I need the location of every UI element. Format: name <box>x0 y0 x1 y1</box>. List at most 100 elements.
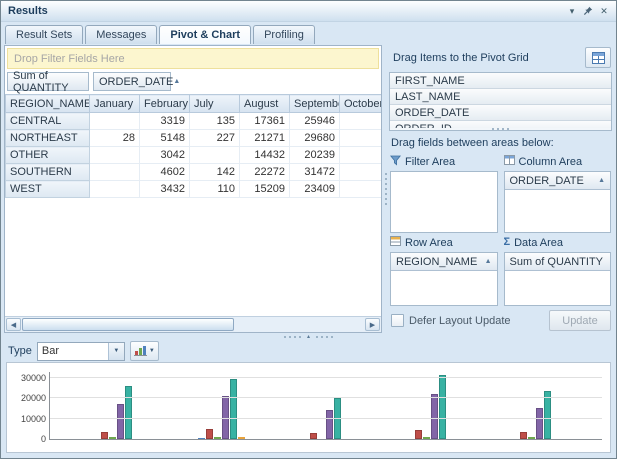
pivot-column-header: August <box>239 94 290 113</box>
pivot-cell: 227 <box>189 129 240 147</box>
column-field-button[interactable]: ORDER_DATE ▲ <box>93 72 180 91</box>
vertical-splitter[interactable] <box>382 45 389 333</box>
chart-bar <box>528 437 536 439</box>
pivot-cell <box>339 112 381 130</box>
pivot-row: OTHER 3042 14432 20239 <box>5 146 381 164</box>
sigma-icon: Σ <box>503 236 511 248</box>
chart-bar-group-northeast <box>197 372 245 439</box>
pivot-horizontal-scrollbar[interactable]: ◀ ▶ <box>5 316 381 332</box>
layout-grid-icon[interactable] <box>585 47 611 68</box>
splitter-collapse-icon[interactable]: ▴ <box>306 333 310 340</box>
defer-layout-label: Defer Layout Update <box>409 314 511 327</box>
tab-messages[interactable]: Messages <box>85 25 158 44</box>
chart-bar <box>100 432 108 439</box>
data-field-button[interactable]: Sum of QUANTITY <box>7 70 89 94</box>
chart-y-tick-label: 0 <box>40 434 46 444</box>
panel-title: Results <box>8 5 48 17</box>
pivot-cell: 3042 <box>139 146 190 164</box>
row-area-label: Row Area <box>390 233 498 252</box>
tabstrip: Result Sets Messages Pivot & Chart Profi… <box>1 22 616 44</box>
chart-bar <box>326 409 334 439</box>
row-area-icon <box>390 236 401 249</box>
chart-type-value: Bar <box>41 345 59 357</box>
field-item-last-name[interactable]: LAST_NAME <box>390 89 611 105</box>
pivot-cell <box>339 163 381 181</box>
pivot-cell: 14432 <box>239 146 290 164</box>
pivot-cell: 17361 <box>239 112 290 130</box>
pivot-cell <box>339 129 381 147</box>
field-item-first-name[interactable]: FIRST_NAME <box>390 73 611 89</box>
pivot-cell: 135 <box>189 112 240 130</box>
tab-profiling[interactable]: Profiling <box>253 25 315 44</box>
list-resize-handle[interactable] <box>390 128 611 130</box>
chart-bar-group-southern <box>407 372 454 439</box>
horizontal-splitter[interactable]: ▴ <box>1 333 616 340</box>
chart-bar <box>213 437 221 439</box>
filter-area-box[interactable] <box>390 171 498 233</box>
chart-bar <box>124 386 132 439</box>
field-item-order-id[interactable]: ORDER_ID <box>390 121 611 128</box>
pivot-cell: 15209 <box>239 180 290 198</box>
chart-options-button[interactable]: ▼ <box>129 341 159 361</box>
data-area-item[interactable]: Sum of QUANTITY <box>504 253 610 271</box>
pivot-cell: 23409 <box>289 180 340 198</box>
chart-bar <box>423 437 431 439</box>
row-area-item[interactable]: REGION_NAME ▲ <box>391 253 497 271</box>
chart-bar <box>197 438 205 439</box>
chart-gridline <box>50 377 602 379</box>
column-area-item[interactable]: ORDER_DATE ▲ <box>504 172 610 190</box>
tab-pivot-chart[interactable]: Pivot & Chart <box>159 25 252 44</box>
chart-bar <box>205 428 213 439</box>
chart-bar <box>221 395 229 439</box>
pivot-chart-view: Drop Filter Fields Here Sum of QUANTITY … <box>1 44 616 333</box>
pin-icon[interactable] <box>580 4 596 19</box>
field-list-items: FIRST_NAME LAST_NAME ORDER_DATE ORDER_ID <box>390 73 611 128</box>
row-area-box[interactable]: REGION_NAME ▲ <box>390 252 498 306</box>
scrollbar-track[interactable] <box>22 318 364 331</box>
chart-y-tick-label: 30000 <box>20 373 46 384</box>
pivot-field-row: Sum of QUANTITY ORDER_DATE ▲ <box>5 70 381 94</box>
chart-bars <box>50 372 602 439</box>
tab-result-sets[interactable]: Result Sets <box>5 25 84 44</box>
pivot-cell: 4602 <box>139 163 190 181</box>
dock-menu-icon[interactable]: ▾ <box>569 5 575 16</box>
column-area-box[interactable]: ORDER_DATE ▲ <box>503 171 611 233</box>
filter-funnel-icon <box>390 155 402 169</box>
chart-bar <box>108 437 116 439</box>
pivot-cell <box>89 112 140 130</box>
chart-bar-group-other <box>302 372 349 439</box>
chart-type-select[interactable]: Bar ▼ <box>36 341 125 361</box>
pivot-cell: 20239 <box>289 146 340 164</box>
pivot-cell <box>89 180 140 198</box>
pivot-row-header: OTHER <box>5 146 90 164</box>
pivot-column-header: October <box>339 94 381 113</box>
chevron-down-icon: ▼ <box>148 348 155 354</box>
pivot-grid: Drop Filter Fields Here Sum of QUANTITY … <box>4 45 382 333</box>
pivot-cell: 3432 <box>139 180 190 198</box>
pivot-table: REGION_NAME▲JanuaryFebruaryJulyAugustSep… <box>5 94 381 198</box>
chart-bar <box>431 393 439 439</box>
chart-bar-group-central <box>93 372 140 439</box>
field-chooser-title: Drag Items to the Pivot Grid <box>393 51 529 64</box>
close-icon[interactable]: ✕ <box>600 5 608 16</box>
pivot-row-field-header[interactable]: REGION_NAME▲ <box>5 94 90 113</box>
field-chooser-header: Drag Items to the Pivot Grid <box>389 46 612 72</box>
drag-areas-label: Drag fields between areas below: <box>391 137 554 149</box>
pivot-column-header: July <box>189 94 240 113</box>
defer-layout-checkbox[interactable] <box>391 314 404 327</box>
pivot-cell: 31472 <box>289 163 340 181</box>
filter-drop-zone[interactable]: Drop Filter Fields Here <box>7 48 379 69</box>
scroll-right-icon[interactable]: ▶ <box>365 318 380 331</box>
scroll-left-icon[interactable]: ◀ <box>6 318 21 331</box>
update-button[interactable]: Update <box>549 310 611 331</box>
chevron-down-icon[interactable]: ▼ <box>107 342 124 360</box>
column-area-label: Column Area <box>503 152 612 171</box>
field-item-order-date[interactable]: ORDER_DATE <box>390 105 611 121</box>
scrollbar-thumb[interactable] <box>22 318 235 331</box>
pivot-grid-body: Drop Filter Fields Here Sum of QUANTITY … <box>5 46 381 316</box>
mini-chart-icon <box>133 344 147 359</box>
data-area-box[interactable]: Sum of QUANTITY <box>503 252 611 306</box>
sort-asc-icon: ▲ <box>173 78 181 85</box>
panel-titlebar: Results ▾ ✕ <box>1 1 616 22</box>
